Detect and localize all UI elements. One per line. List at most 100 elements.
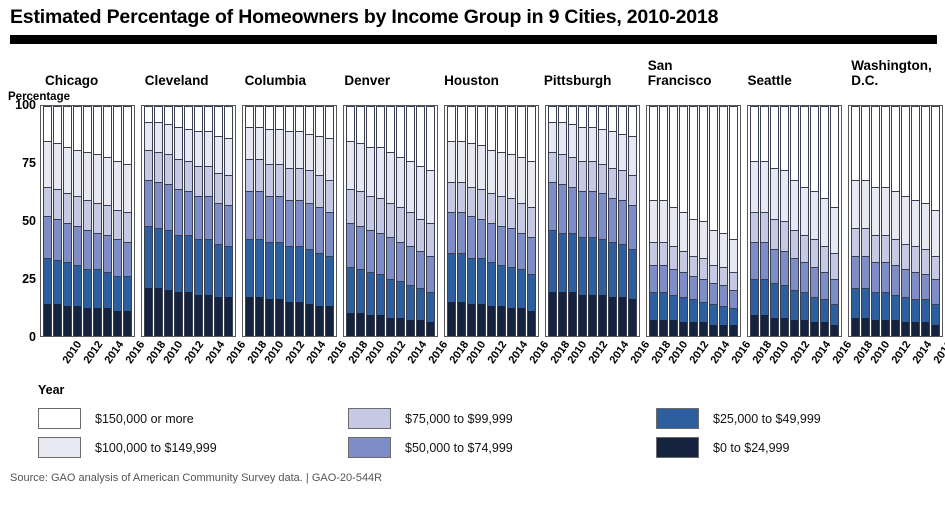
stacked-bar[interactable] [588, 106, 597, 336]
stacked-bar[interactable] [255, 106, 264, 336]
stacked-bar[interactable] [901, 106, 910, 336]
stacked-bar[interactable] [467, 106, 476, 336]
stacked-bar[interactable] [800, 106, 809, 336]
stacked-bar[interactable] [245, 106, 254, 336]
stacked-bar[interactable] [750, 106, 759, 336]
stacked-bar[interactable] [224, 106, 233, 336]
bar-segment [791, 179, 798, 231]
stacked-bar[interactable] [426, 106, 435, 336]
stacked-bar[interactable] [608, 106, 617, 336]
stacked-bar[interactable] [558, 106, 567, 336]
stacked-bar[interactable] [931, 106, 940, 336]
stacked-bar[interactable] [810, 106, 819, 336]
stacked-bar[interactable] [497, 106, 506, 336]
stacked-bar[interactable] [578, 106, 587, 336]
bar-segment [831, 253, 838, 279]
bar-segment [306, 133, 313, 171]
stacked-bar[interactable] [911, 106, 920, 336]
legend-item[interactable]: $75,000 to $99,999 [348, 408, 656, 429]
stacked-bar[interactable] [416, 106, 425, 336]
stacked-bar[interactable] [63, 106, 72, 336]
stacked-bar[interactable] [770, 106, 779, 336]
stacked-bar[interactable] [527, 106, 536, 336]
stacked-bar[interactable] [346, 106, 355, 336]
stacked-bar[interactable] [265, 106, 274, 336]
stacked-bar[interactable] [830, 106, 839, 336]
legend-item[interactable]: $50,000 to $74,999 [348, 437, 656, 458]
stacked-bar[interactable] [689, 106, 698, 336]
stacked-bar[interactable] [184, 106, 193, 336]
stacked-bar[interactable] [659, 106, 668, 336]
stacked-bar[interactable] [568, 106, 577, 336]
stacked-bar[interactable] [729, 106, 738, 336]
stacked-bar[interactable] [628, 106, 637, 336]
stacked-bar[interactable] [699, 106, 708, 336]
stacked-bar[interactable] [871, 106, 880, 336]
stacked-bar[interactable] [325, 106, 334, 336]
stacked-bar[interactable] [204, 106, 213, 336]
stacked-bar[interactable] [477, 106, 486, 336]
stacked-bar[interactable] [790, 106, 799, 336]
stacked-bar[interactable] [275, 106, 284, 336]
bar-segment [266, 195, 273, 242]
stacked-bar[interactable] [194, 106, 203, 336]
bar-segment [609, 131, 616, 169]
stacked-bar[interactable] [861, 106, 870, 336]
stacked-bar[interactable] [113, 106, 122, 336]
stacked-bar[interactable] [507, 106, 516, 336]
legend-item[interactable]: $25,000 to $49,999 [656, 408, 945, 429]
stacked-bar[interactable] [53, 106, 62, 336]
stacked-bar[interactable] [305, 106, 314, 336]
stacked-bar[interactable] [881, 106, 890, 336]
stacked-bar[interactable] [921, 106, 930, 336]
stacked-bar[interactable] [669, 106, 678, 336]
stacked-bar[interactable] [517, 106, 526, 336]
stacked-bar[interactable] [73, 106, 82, 336]
stacked-bar[interactable] [83, 106, 92, 336]
bar-segment [246, 158, 253, 192]
stacked-bar[interactable] [396, 106, 405, 336]
stacked-bar[interactable] [295, 106, 304, 336]
stacked-bar[interactable] [144, 106, 153, 336]
stacked-bar[interactable] [598, 106, 607, 336]
panel-denver [343, 105, 438, 337]
stacked-bar[interactable] [154, 106, 163, 336]
legend-item[interactable]: $100,000 to $149,999 [38, 437, 348, 458]
stacked-bar[interactable] [93, 106, 102, 336]
stacked-bar[interactable] [366, 106, 375, 336]
stacked-bar[interactable] [709, 106, 718, 336]
stacked-bar[interactable] [356, 106, 365, 336]
stacked-bar[interactable] [123, 106, 132, 336]
stacked-bar[interactable] [649, 106, 658, 336]
stacked-bar[interactable] [174, 106, 183, 336]
stacked-bar[interactable] [447, 106, 456, 336]
bar-segment [44, 186, 51, 217]
stacked-bar[interactable] [820, 106, 829, 336]
panel-washington-d-c [848, 105, 943, 337]
bar-segment [44, 140, 51, 187]
stacked-bar[interactable] [891, 106, 900, 336]
bar-segment [589, 237, 596, 295]
stacked-bar[interactable] [780, 106, 789, 336]
stacked-bar[interactable] [406, 106, 415, 336]
stacked-bar[interactable] [760, 106, 769, 336]
legend-item[interactable]: $0 to $24,999 [656, 437, 945, 458]
stacked-bar[interactable] [285, 106, 294, 336]
stacked-bar[interactable] [487, 106, 496, 336]
stacked-bar[interactable] [679, 106, 688, 336]
bar-segment [266, 241, 273, 300]
stacked-bar[interactable] [851, 106, 860, 336]
stacked-bar[interactable] [719, 106, 728, 336]
stacked-bar[interactable] [376, 106, 385, 336]
stacked-bar[interactable] [214, 106, 223, 336]
stacked-bar[interactable] [386, 106, 395, 336]
stacked-bar[interactable] [43, 106, 52, 336]
stacked-bar[interactable] [315, 106, 324, 336]
stacked-bar[interactable] [457, 106, 466, 336]
stacked-bar[interactable] [548, 106, 557, 336]
legend-item[interactable]: $150,000 or more [38, 408, 348, 429]
stacked-bar[interactable] [164, 106, 173, 336]
bar-segment [468, 106, 475, 143]
stacked-bar[interactable] [103, 106, 112, 336]
stacked-bar[interactable] [618, 106, 627, 336]
